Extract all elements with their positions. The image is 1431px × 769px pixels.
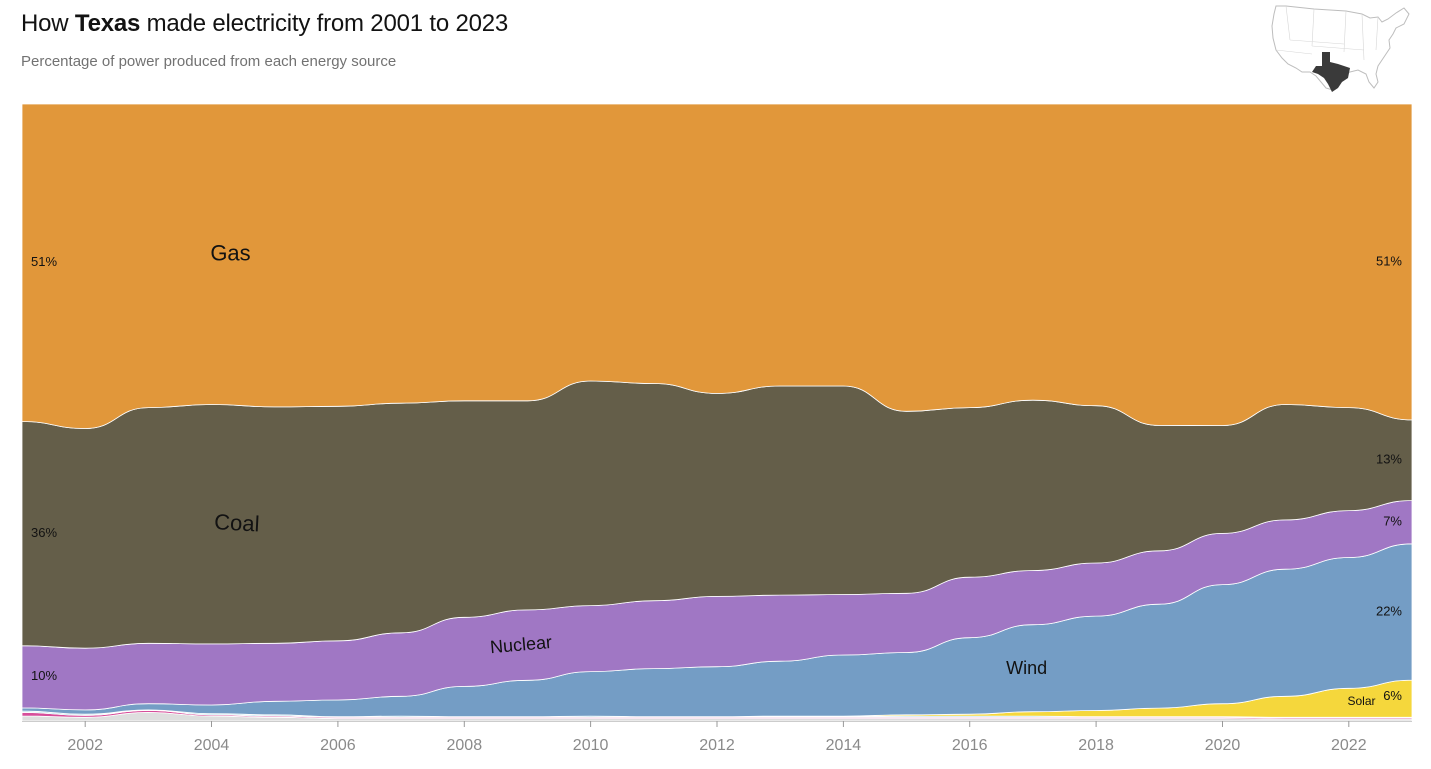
us-internal-borders [1275,5,1379,61]
end-percent-wind: 22% [1376,603,1402,618]
end-percent-solar: 6% [1383,688,1402,703]
percent-labels-group: 51% 36% 10% 51% 22% 13% 7% 6% [31,253,1402,703]
series-label-solar: Solar [1347,694,1375,708]
x-tick-label: 2014 [826,737,862,754]
title-suffix: made electricity from 2001 to 2023 [140,10,509,37]
x-tick-label: 2004 [194,737,230,754]
series-label-coal: Coal [214,509,260,536]
x-tick-label: 2002 [67,737,103,754]
title-prefix: How [21,10,75,37]
start-percent-nuclear: 10% [31,668,57,683]
x-tick-label: 2016 [952,737,988,754]
x-tick-label: 2020 [1205,737,1241,754]
x-tick-label: 2018 [1078,737,1114,754]
end-percent-coal: 13% [1376,452,1402,467]
x-tick-label: 2012 [699,737,735,754]
us-map-locator-icon [1271,5,1410,92]
x-tick-label: 2008 [447,737,483,754]
series-label-wind: Wind [1006,658,1047,678]
start-percent-gas: 51% [31,254,57,269]
x-axis: 2002 2004 2006 2008 2010 2012 2014 2016 2018 2020… [22,721,1412,754]
series-label-gas: Gas [210,240,250,265]
x-tick-label: 2010 [573,737,609,754]
chart-title: How Texas made electricity from 2001 to … [21,10,508,38]
area-series-group [21,103,1413,722]
x-tick-label: 2006 [320,737,356,754]
end-percent-gas: 51% [1376,253,1402,268]
title-state: Texas [74,10,141,37]
end-percent-nuclear: 7% [1383,514,1402,529]
area-gas [21,103,1413,429]
texas-shape [1312,52,1350,92]
x-tick-label: 2022 [1331,737,1367,754]
chart-subtitle: Percentage of power produced from each e… [21,53,397,70]
start-percent-coal: 36% [31,525,57,540]
